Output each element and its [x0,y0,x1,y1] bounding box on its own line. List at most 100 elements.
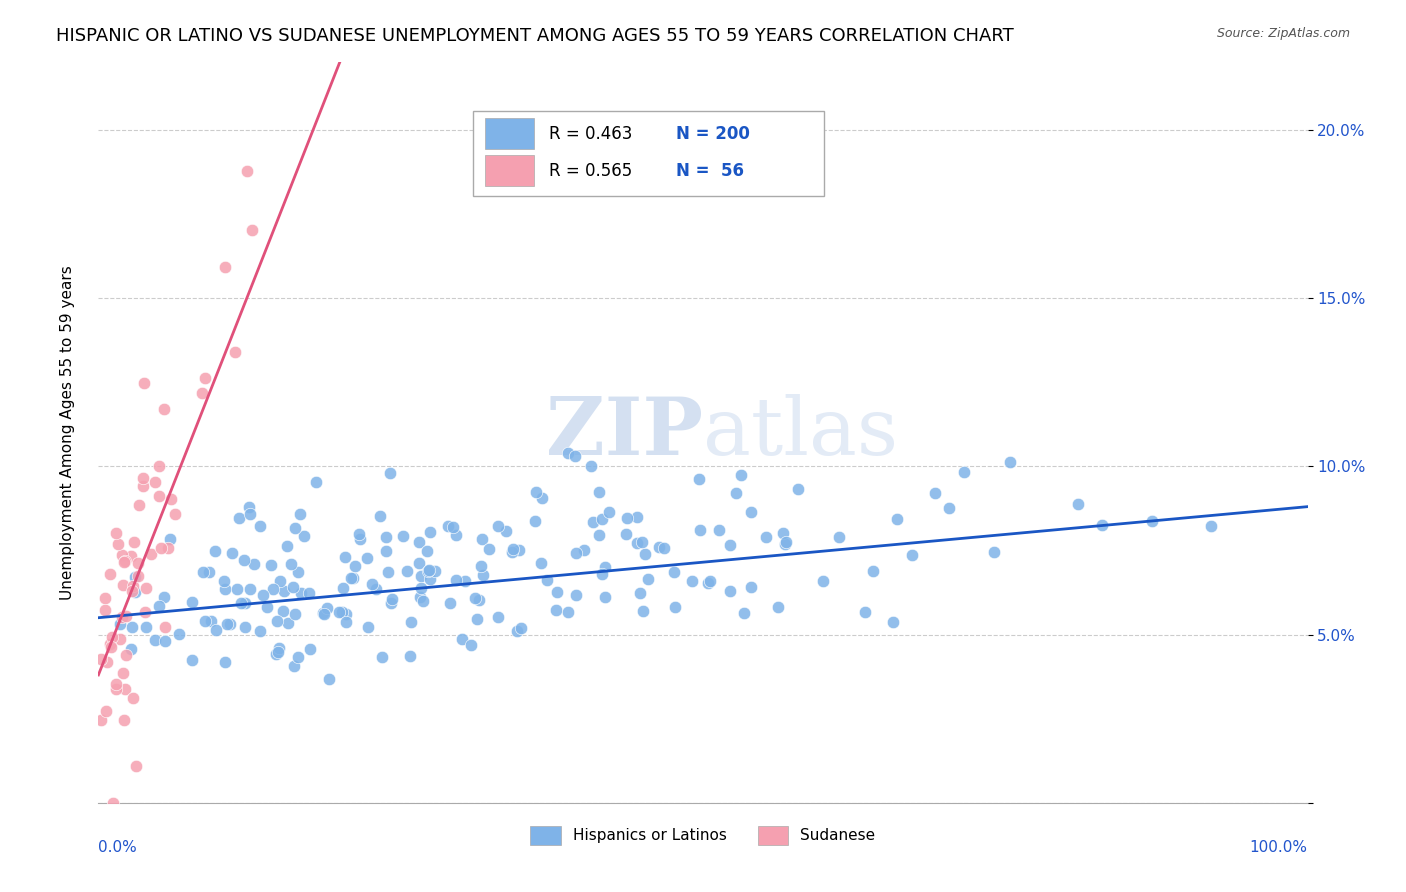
Point [121,578,143,592]
FancyBboxPatch shape [485,118,534,149]
Point [127,568,149,582]
Point [239,582,262,596]
Point [235,620,257,634]
Point [342,571,364,585]
Point [288,507,311,521]
Point [311,606,333,620]
Point [233,552,256,566]
Point [181,594,204,608]
Point [524,514,547,528]
Point [330,605,353,619]
Point [96,656,118,670]
Point [335,607,357,622]
Point [290,586,312,600]
Point [124,570,146,584]
Point [112,555,135,569]
Point [100,566,122,581]
Point [557,605,579,619]
Point [357,620,380,634]
Point [94,603,117,617]
Text: ZIP: ZIP [546,393,703,472]
Text: 100.0%: 100.0% [1250,840,1308,855]
Point [755,530,778,544]
Point [335,615,357,629]
Point [114,648,136,663]
Point [135,619,157,633]
Point [125,758,148,772]
Point [631,534,654,549]
Y-axis label: Unemployment Among Ages 55 to 59 years: Unemployment Among Ages 55 to 59 years [60,265,75,600]
Point [862,564,884,578]
Point [121,583,143,598]
Point [148,458,170,473]
Point [94,704,117,718]
Point [886,512,908,526]
Point [415,543,437,558]
Point [262,582,284,597]
Point [565,588,588,602]
Point [249,624,271,638]
Point [395,564,418,578]
Point [733,606,755,620]
Point [108,632,131,646]
Point [524,484,547,499]
Point [478,542,501,557]
Point [205,623,228,637]
Point [654,541,676,555]
Point [328,605,350,619]
Point [418,563,440,577]
Point [194,371,217,385]
Point [110,617,132,632]
Point [191,565,214,579]
Point [159,533,181,547]
Point [546,585,568,599]
Point [200,614,222,628]
Point [181,653,204,667]
Point [768,599,790,614]
Point [316,600,339,615]
Point [366,582,388,596]
Point [446,528,468,542]
Point [696,576,718,591]
Point [90,652,112,666]
Point [343,558,366,573]
Point [626,509,648,524]
Point [699,574,721,588]
Point [156,541,179,555]
Point [408,535,430,549]
Point [231,596,253,610]
Point [153,634,176,648]
Point [505,624,527,639]
Point [124,585,146,599]
Point [725,485,748,500]
Point [159,492,181,507]
Point [218,617,240,632]
Point [356,551,378,566]
Point [614,526,637,541]
Point [472,567,495,582]
Point [287,650,309,665]
Point [194,615,217,629]
Text: Source: ZipAtlas.com: Source: ZipAtlas.com [1216,27,1350,40]
Point [465,612,488,626]
Point [773,537,796,551]
Point [104,682,127,697]
Point [486,518,509,533]
Point [425,564,447,578]
Point [148,489,170,503]
Point [104,525,127,540]
Point [120,549,142,564]
Point [283,659,305,673]
Point [591,512,613,526]
Point [471,532,494,546]
Point [266,614,288,628]
Point [377,565,399,579]
Point [121,690,143,705]
Point [399,648,422,663]
Point [813,574,835,588]
Point [115,608,138,623]
Point [468,592,491,607]
Point [446,573,468,587]
Point [380,596,402,610]
FancyBboxPatch shape [485,155,534,186]
